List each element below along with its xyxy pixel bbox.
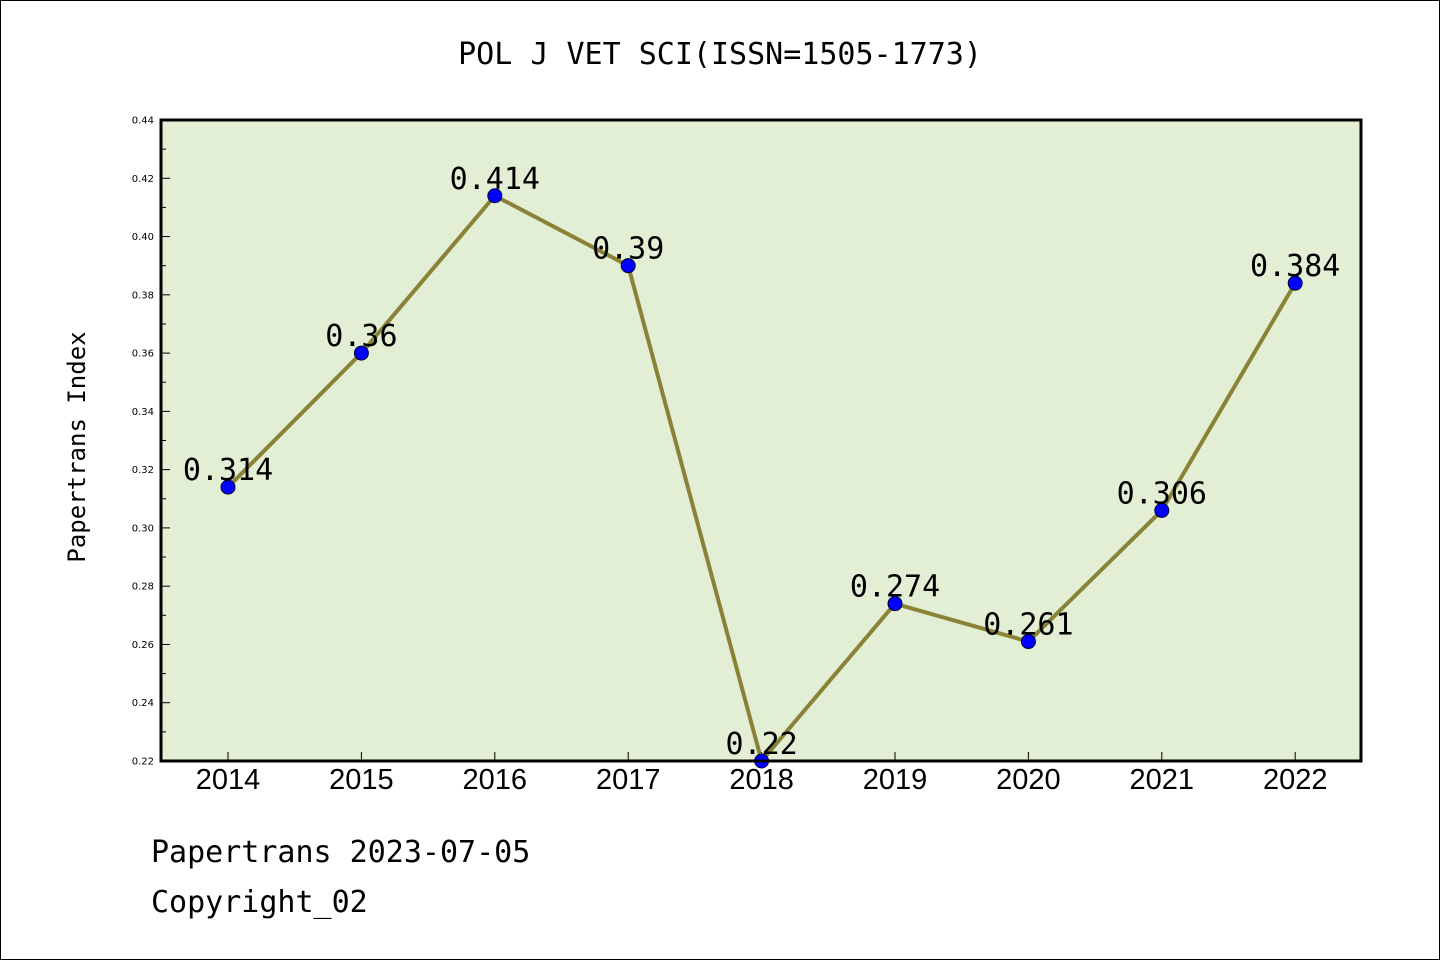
footer-date: Papertrans 2023-07-05 <box>151 835 531 870</box>
y-tick-label: 0.28 <box>132 582 154 593</box>
y-tick-label: 0.26 <box>132 640 154 651</box>
x-tick-label: 2016 <box>463 764 528 796</box>
data-point <box>887 596 903 612</box>
data-point <box>1154 502 1170 518</box>
y-tick-label: 0.34 <box>132 407 154 418</box>
data-point <box>220 479 236 495</box>
y-tick-label: 0.22 <box>132 757 154 768</box>
data-label: 0.414 <box>450 162 540 197</box>
x-tick-label: 2017 <box>596 764 661 796</box>
y-tick-label: 0.30 <box>132 523 154 534</box>
y-tick-label: 0.24 <box>132 698 154 709</box>
data-label: 0.261 <box>983 608 1073 643</box>
y-tick-label: 0.44 <box>132 116 154 127</box>
y-tick-label: 0.40 <box>132 232 154 243</box>
data-label: 0.274 <box>850 570 940 605</box>
data-label: 0.314 <box>183 453 273 488</box>
data-label: 0.39 <box>592 232 664 267</box>
footer-copyright: Copyright_02 <box>151 885 368 920</box>
y-tick-label: 0.42 <box>132 174 154 185</box>
data-point <box>353 345 369 361</box>
plot-area <box>161 120 1361 761</box>
x-tick-label: 2022 <box>1263 764 1328 796</box>
x-tick-label: 2015 <box>329 764 394 796</box>
chart-title: POL J VET SCI(ISSN=1505-1773) <box>458 37 982 72</box>
data-label: 0.36 <box>325 319 397 354</box>
data-point <box>1287 275 1303 291</box>
x-tick-label: 2019 <box>863 764 928 796</box>
data-label: 0.22 <box>725 727 797 762</box>
plot-frame <box>159 118 1363 763</box>
data-label: 0.384 <box>1250 249 1340 284</box>
data-point <box>620 258 636 274</box>
x-tick-label: 2021 <box>1130 764 1195 796</box>
data-label: 0.306 <box>1117 476 1207 511</box>
x-tick-label: 2020 <box>996 764 1061 796</box>
y-tick-label: 0.38 <box>132 290 154 301</box>
x-tick-label: 2014 <box>196 764 261 796</box>
data-point <box>487 188 503 204</box>
y-tick-label: 0.32 <box>132 465 154 476</box>
data-point <box>1020 634 1036 650</box>
y-tick-label: 0.36 <box>132 349 154 360</box>
x-tick-label: 2018 <box>729 764 794 796</box>
